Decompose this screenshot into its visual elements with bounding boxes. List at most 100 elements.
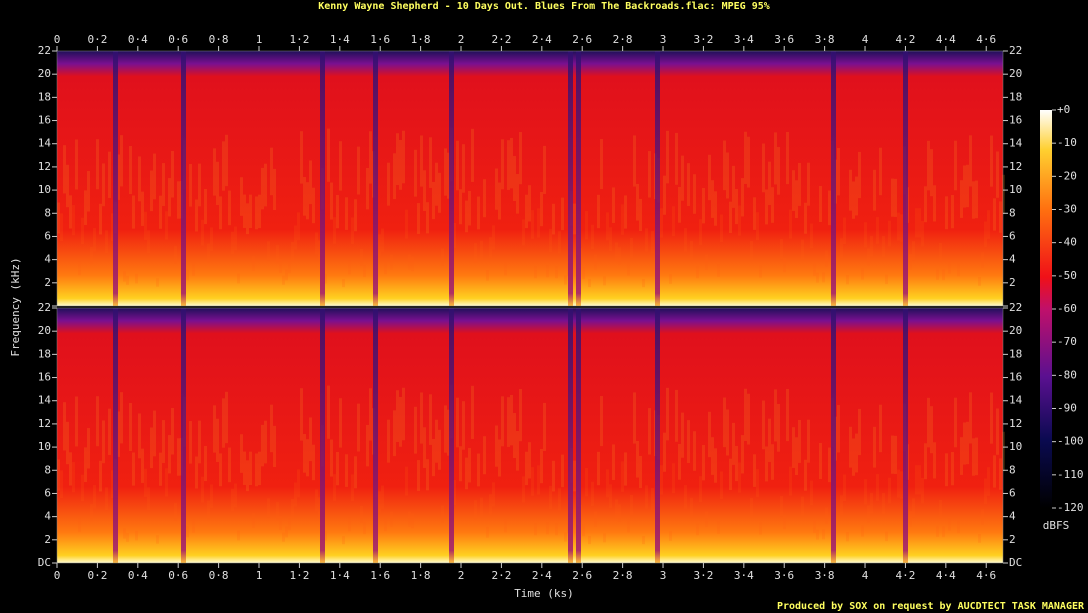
spectrum-column: [498, 182, 501, 220]
spectrum-column: [663, 175, 666, 215]
spectrum-column: [81, 474, 84, 502]
x-tick-label-bottom: 0·8: [209, 569, 229, 582]
spectrum-column: [642, 279, 645, 288]
spectrum-column: [480, 240, 483, 261]
spectrum-column: [690, 240, 693, 261]
y-tick-label-left: 4: [44, 253, 51, 266]
spectrum-column: [525, 194, 528, 229]
spectrum-column: [573, 460, 576, 492]
x-tick-label-bottom: 4·6: [976, 569, 996, 582]
y-tick-label-right: 10: [1009, 440, 1022, 453]
spectrum-column: [486, 526, 489, 538]
spectrum-column: [723, 397, 726, 448]
spectrum-column: [63, 402, 66, 451]
spectrum-column: [759, 522, 762, 535]
spectrum-column: [855, 433, 858, 473]
spectrum-column: [549, 485, 552, 509]
spectrum-column: [792, 427, 795, 468]
spectrum-column: [213, 148, 216, 196]
x-tick-label-top: 3·6: [774, 33, 794, 46]
spectrum-column: [222, 398, 225, 448]
spectrum-column: [753, 454, 756, 487]
y-tick-label-right: 8: [1009, 463, 1016, 476]
spectrum-column: [426, 459, 429, 491]
spectrum-column: [933, 442, 936, 479]
spectrum-column: [756, 469, 759, 498]
spectrum-column: [954, 140, 957, 191]
spectrum-column: [63, 145, 66, 194]
spectrum-column: [192, 519, 195, 533]
spectrum-column: [750, 240, 753, 261]
spectrum-column: [195, 199, 198, 232]
spectrum-column: [303, 177, 306, 216]
spectrum-column: [843, 217, 846, 245]
spectrum-column: [126, 275, 129, 285]
panel-frame: [56, 50, 1004, 307]
y-tick-label-left: 10: [38, 183, 51, 196]
spectrum-column: [57, 202, 60, 234]
spectrum-column: [345, 454, 348, 487]
spectrum-column: [393, 410, 396, 457]
spectrum-column: [549, 228, 552, 252]
spectrum-column: [942, 525, 945, 538]
spectrum-column: [213, 405, 216, 453]
spectrum-column: [339, 141, 342, 191]
spectrum-column: [81, 217, 84, 245]
spectrum-column: [999, 201, 1002, 233]
track-gap: [181, 51, 186, 306]
spectrum-column: [993, 455, 996, 488]
spectrum-column: [615, 242, 618, 262]
y-tick-label-right: 10: [1009, 183, 1022, 196]
spectrum-column: [129, 145, 132, 194]
spectrum-column: [444, 405, 447, 453]
spectrum-column: [603, 276, 606, 286]
spectrum-column: [663, 432, 666, 472]
track-gap: [903, 51, 908, 306]
spectrum-column: [333, 217, 336, 244]
x-tick-label-top: 2·2: [491, 33, 511, 46]
spectrum-column: [138, 413, 141, 459]
spectrum-column: [285, 269, 288, 281]
spectrum-column: [543, 402, 546, 451]
spectrum-column: [261, 424, 264, 467]
spectrum-column: [678, 444, 681, 480]
spectrum-column: [432, 181, 435, 220]
spectrum-column: [522, 476, 525, 503]
spectrum-column: [987, 467, 990, 496]
spectrum-column: [975, 437, 978, 476]
spectrum-column: [633, 392, 636, 444]
spectrum-column: [453, 479, 456, 505]
track-gap: [113, 51, 118, 306]
spectrum-column: [660, 208, 663, 238]
spectrum-column: [477, 196, 480, 230]
spectrum-column: [744, 388, 747, 441]
spectrum-column: [306, 439, 309, 477]
spectrum-column: [117, 154, 120, 200]
y-tick-label-right: 12: [1009, 160, 1022, 173]
spectrum-column: [525, 451, 528, 486]
spectrum-column: [807, 419, 810, 463]
spectrum-column: [99, 460, 102, 492]
spectrum-column: [468, 190, 471, 226]
spectrum-column: [900, 214, 903, 242]
spectrum-column: [105, 230, 108, 254]
spectrum-column: [414, 406, 417, 454]
spectrum-column: [495, 168, 498, 210]
spectrum-column: [354, 199, 357, 232]
spectrum-column: [777, 403, 780, 452]
spectrum-column: [507, 140, 510, 190]
spectrum-column: [921, 477, 924, 504]
spectrum-column: [345, 197, 348, 230]
spectrum-column: [879, 147, 882, 196]
spectrum-column: [603, 533, 606, 543]
y-tick-label-left: 4: [44, 510, 51, 523]
spectrum-column: [981, 252, 984, 269]
spectrogram-panel: [56, 307, 1005, 564]
spectrum-column: [585, 210, 588, 240]
spectrum-column: [945, 196, 948, 230]
spectrum-column: [201, 476, 204, 503]
spectrum-column: [894, 435, 897, 474]
spectrum-column: [705, 511, 708, 527]
spectrum-column: [717, 521, 720, 534]
spectrum-column: [564, 532, 567, 542]
